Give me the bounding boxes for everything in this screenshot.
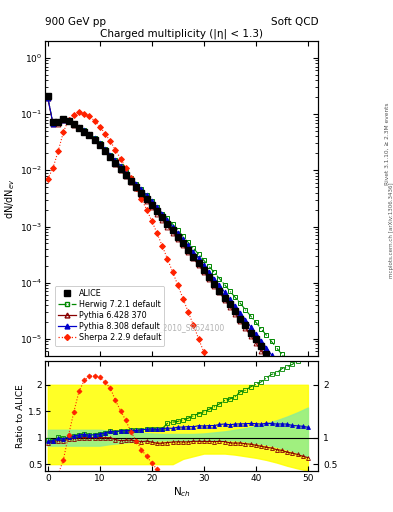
Y-axis label: dN/dN$_{ev}$: dN/dN$_{ev}$	[4, 178, 17, 219]
Text: mcplots.cern.ch [arXiv:1306.3436]: mcplots.cern.ch [arXiv:1306.3436]	[389, 183, 393, 278]
Text: ALICE_2010_S8624100: ALICE_2010_S8624100	[138, 323, 226, 332]
Text: Rivet 3.1.10, ≥ 2.3M events: Rivet 3.1.10, ≥ 2.3M events	[385, 102, 389, 185]
Legend: ALICE, Herwig 7.2.1 default, Pythia 6.428 370, Pythia 8.308 default, Sherpa 2.2.: ALICE, Herwig 7.2.1 default, Pythia 6.42…	[55, 286, 164, 346]
Y-axis label: Ratio to ALICE: Ratio to ALICE	[16, 384, 25, 448]
Text: 900 GeV pp: 900 GeV pp	[45, 16, 106, 27]
X-axis label: N$_{ch}$: N$_{ch}$	[173, 485, 191, 499]
Text: Soft QCD: Soft QCD	[271, 16, 318, 27]
Title: Charged multiplicity (|η| < 1.3): Charged multiplicity (|η| < 1.3)	[100, 29, 263, 39]
